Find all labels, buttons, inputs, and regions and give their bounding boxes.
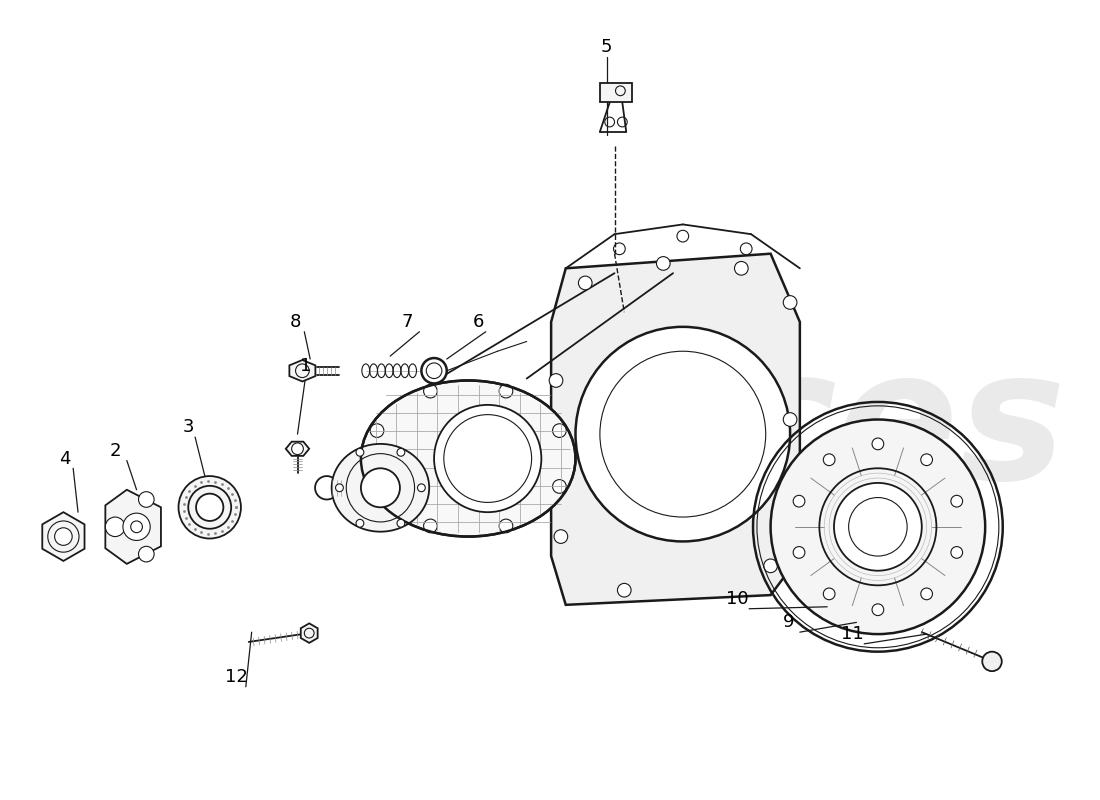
Circle shape	[950, 546, 962, 558]
Circle shape	[418, 484, 426, 492]
Circle shape	[552, 424, 567, 438]
Ellipse shape	[434, 405, 541, 512]
Polygon shape	[286, 442, 309, 456]
Text: 7: 7	[402, 313, 414, 331]
Circle shape	[499, 519, 513, 533]
Circle shape	[315, 476, 339, 499]
Circle shape	[356, 519, 364, 527]
Circle shape	[106, 517, 125, 537]
Text: ces: ces	[729, 342, 1066, 518]
Circle shape	[397, 449, 405, 456]
Circle shape	[397, 519, 405, 527]
Circle shape	[834, 483, 922, 570]
Circle shape	[424, 519, 438, 533]
Circle shape	[336, 484, 343, 492]
Circle shape	[424, 384, 438, 398]
Text: 11: 11	[842, 625, 864, 643]
Circle shape	[552, 480, 567, 494]
Circle shape	[356, 449, 364, 456]
Circle shape	[371, 480, 384, 494]
Text: 6: 6	[472, 313, 484, 331]
Circle shape	[763, 559, 778, 573]
Text: since 1985: since 1985	[760, 566, 859, 585]
Circle shape	[123, 513, 151, 541]
Circle shape	[823, 588, 835, 600]
Circle shape	[499, 384, 513, 398]
Circle shape	[771, 419, 986, 634]
Polygon shape	[289, 360, 316, 382]
Circle shape	[982, 652, 1002, 671]
Circle shape	[421, 358, 447, 383]
Text: 12: 12	[224, 668, 248, 686]
Circle shape	[178, 476, 241, 538]
Polygon shape	[600, 83, 632, 102]
Ellipse shape	[361, 381, 575, 537]
Circle shape	[950, 495, 962, 507]
Circle shape	[371, 424, 384, 438]
Circle shape	[575, 327, 790, 542]
Polygon shape	[106, 490, 161, 564]
Text: 4: 4	[58, 450, 70, 467]
Ellipse shape	[331, 444, 429, 532]
Text: 10: 10	[726, 590, 749, 608]
Circle shape	[823, 454, 835, 466]
Circle shape	[793, 495, 805, 507]
Circle shape	[657, 257, 670, 270]
Circle shape	[139, 546, 154, 562]
Circle shape	[793, 546, 805, 558]
Text: 1: 1	[299, 357, 311, 375]
Circle shape	[921, 454, 933, 466]
Text: 9: 9	[782, 614, 794, 631]
Circle shape	[783, 296, 796, 310]
Text: 2: 2	[109, 442, 121, 460]
Circle shape	[55, 528, 73, 546]
Circle shape	[676, 230, 689, 242]
Circle shape	[292, 443, 304, 454]
Circle shape	[783, 413, 796, 426]
Polygon shape	[551, 254, 800, 605]
Text: 8: 8	[290, 313, 301, 331]
Text: 5: 5	[601, 38, 613, 56]
Circle shape	[139, 492, 154, 507]
Text: sparesces: sparesces	[764, 547, 855, 565]
Ellipse shape	[361, 468, 400, 507]
Circle shape	[617, 583, 631, 597]
Polygon shape	[42, 512, 85, 561]
Text: 3: 3	[183, 418, 194, 436]
Circle shape	[735, 262, 748, 275]
Circle shape	[196, 494, 223, 521]
Circle shape	[549, 374, 563, 387]
Polygon shape	[300, 623, 318, 643]
Circle shape	[740, 243, 752, 254]
Circle shape	[579, 276, 592, 290]
Polygon shape	[438, 0, 1100, 400]
Circle shape	[921, 588, 933, 600]
Circle shape	[554, 530, 568, 543]
Circle shape	[872, 438, 883, 450]
Circle shape	[614, 243, 625, 254]
Circle shape	[872, 604, 883, 615]
